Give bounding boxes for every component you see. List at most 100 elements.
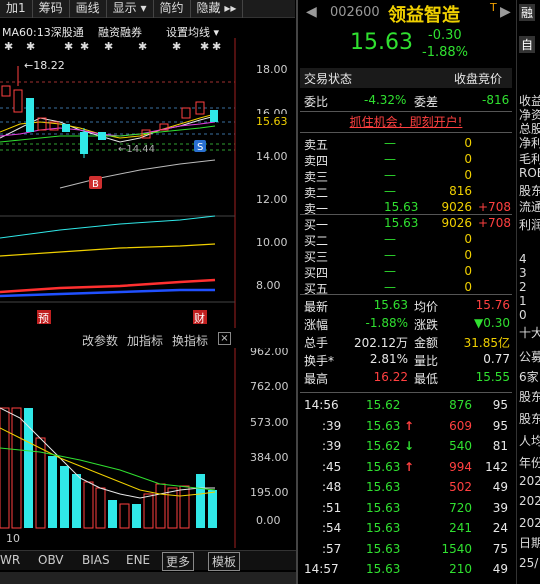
stat-value: 202.12万 xyxy=(354,336,408,350)
trade-status-label: 交易状态 xyxy=(304,72,353,86)
order-label: 卖一 xyxy=(304,202,329,216)
tab-obv[interactable]: OBV xyxy=(38,553,64,567)
margin-trading-link[interactable]: 融资融券 xyxy=(98,26,142,39)
tick-price: 15.63 xyxy=(366,480,401,494)
tick-volume: 502 xyxy=(449,480,472,494)
tick-row: :48 15.63 502 49 xyxy=(304,480,514,500)
sidebar-info-item: 利润 xyxy=(519,218,540,232)
sidebar-info-item: 股东 xyxy=(519,184,540,198)
weicha-label: 委差 xyxy=(414,95,439,109)
tick-volume: 720 xyxy=(449,500,472,515)
toolbar-item-hide[interactable]: 隐藏 ▸▸ xyxy=(191,0,244,18)
ma-settings-button[interactable]: 设置均线 ▾ xyxy=(166,26,220,39)
sidebar-info-item: 人均 xyxy=(519,434,540,448)
stat-label: 涨幅 xyxy=(304,318,329,332)
promo-text[interactable]: 抓住机会，即刻开户! xyxy=(349,115,463,129)
order-label: 卖五 xyxy=(304,138,329,152)
sidebar-info-item: 3 xyxy=(519,266,527,280)
promo-banner[interactable]: 抓住机会，即刻开户! xyxy=(300,113,512,131)
stat-label: 量比 xyxy=(414,354,439,368)
tick-time: :57 xyxy=(322,541,342,556)
order-label: 买五 xyxy=(304,282,329,296)
stat-label: 最低 xyxy=(414,372,439,386)
volume-axis-label: 0.00 xyxy=(256,514,281,527)
stat-row: 换手* 2.81% 量比 0.77 xyxy=(304,352,514,370)
buy-order-row[interactable]: 买五 — 0 xyxy=(304,280,514,296)
stock-name: 领益智造 xyxy=(388,5,460,26)
toolbar-item-chips[interactable]: 筹码 xyxy=(33,0,70,18)
sidebar-info-item: 0 xyxy=(519,308,527,322)
sidebar-info-item: 毛利 xyxy=(519,152,540,166)
auction-status: 收盘竞价 xyxy=(454,72,503,86)
price-axis-label: 18.00 xyxy=(256,63,288,76)
template-button[interactable]: 模板 xyxy=(208,552,241,571)
buy-order-row[interactable]: 买三 — 0 xyxy=(304,248,514,264)
stock-code: 002600 xyxy=(330,5,380,20)
modify-params-button[interactable]: 改参数 xyxy=(82,334,119,348)
toolbar-item-draw[interactable]: 画线 xyxy=(70,0,107,18)
order-price: — xyxy=(384,152,396,166)
price-axis-label: 14.00 xyxy=(256,150,288,163)
order-price: — xyxy=(384,232,396,246)
close-icon[interactable]: × xyxy=(218,332,231,345)
switch-indicator-button[interactable]: 换指标 xyxy=(172,334,209,348)
buy-order-row[interactable]: 买二 — 0 xyxy=(304,232,514,248)
tick-volume: 210 xyxy=(449,562,472,576)
sidebar-info-item: 收益 xyxy=(519,94,540,108)
sell-order-row[interactable]: 卖三 — 0 xyxy=(304,168,514,184)
toolbar-item-add[interactable]: 加1 xyxy=(0,0,33,18)
sell-order-row[interactable]: 卖二 — 816 xyxy=(304,184,514,200)
sidebar-info-item: 净利 xyxy=(519,136,540,150)
add-indicator-button[interactable]: 加指标 xyxy=(127,334,164,348)
tab-wr[interactable]: WR xyxy=(0,553,21,567)
self-select-button[interactable]: 自 xyxy=(519,36,536,53)
panel-divider[interactable] xyxy=(296,0,298,584)
sidebar-info-item: 25/ xyxy=(519,556,539,570)
prev-stock-icon[interactable]: ◀ xyxy=(306,4,317,20)
stock-header: ◀ 002600 领益智造 T ▶ 15.63 -0.30 -1.88% xyxy=(298,0,516,64)
order-price: — xyxy=(384,248,396,262)
order-label: 买三 xyxy=(304,250,329,264)
toolbar-item-display[interactable]: 显示 ▾ xyxy=(107,0,154,18)
price-change-pct: -1.88% xyxy=(422,45,468,60)
tick-price: 15.63 xyxy=(366,418,401,433)
tick-volume: 241 xyxy=(449,521,472,535)
tick-time: :54 xyxy=(322,521,342,535)
toolbar-item-simple[interactable]: 简约 xyxy=(154,0,191,18)
price-axis-label: 8.00 xyxy=(256,279,281,292)
tick-arrow: ↑ xyxy=(404,459,415,474)
order-price: — xyxy=(384,184,396,198)
volume-bar xyxy=(0,407,10,529)
more-button[interactable]: 更多 xyxy=(162,552,195,571)
order-volume: 0 xyxy=(464,152,472,166)
volume-bar xyxy=(95,487,106,529)
tick-time: 14:56 xyxy=(304,398,339,412)
volume-chart[interactable]: 962.00 762.00 573.00 384.00 195.00 0.00 … xyxy=(0,348,296,548)
volume-axis-label: 573.00 xyxy=(250,416,289,429)
order-price: — xyxy=(384,136,396,150)
sell-order-row[interactable]: 卖一 15.63 9026 +708 xyxy=(304,200,514,216)
volume-bar xyxy=(143,493,154,529)
order-price: — xyxy=(384,168,396,182)
sell-order-row[interactable]: 卖四 — 0 xyxy=(304,152,514,168)
tick-price: 15.63 xyxy=(366,521,401,535)
ma-settings-row: MA60:13深股通 融资融券 设置均线 ▾ xyxy=(0,24,295,39)
next-stock-icon[interactable]: ▶ xyxy=(500,4,511,20)
horizontal-scrollbar[interactable] xyxy=(0,572,296,584)
order-label: 卖二 xyxy=(304,186,329,200)
order-price: — xyxy=(384,264,396,278)
sidebar-info-item: 净资 xyxy=(519,108,540,122)
indicator-tabs: WR OBV BIAS ENE 更多 模板 xyxy=(0,550,296,571)
kline-chart[interactable]: ✱ ✱ ✱ ✱ ✱ ✱ ✱ ✱ ✱ ←18.22 ←14.44 S B xyxy=(0,38,296,328)
volume-bar xyxy=(179,485,190,529)
stat-value: 2.81% xyxy=(369,352,408,366)
order-volume: 9026 xyxy=(441,200,472,214)
buy-order-row[interactable]: 买四 — 0 xyxy=(304,264,514,280)
tab-bias[interactable]: BIAS xyxy=(82,553,110,567)
weibi-label: 委比 xyxy=(304,95,329,109)
current-price: 15.63 xyxy=(350,30,413,55)
tab-ene[interactable]: ENE xyxy=(126,553,151,567)
margin-button[interactable]: 融 xyxy=(519,4,536,21)
buy-order-row[interactable]: 买一 15.63 9026 +708 xyxy=(304,216,514,232)
sell-order-row[interactable]: 卖五 — 0 xyxy=(304,136,514,152)
